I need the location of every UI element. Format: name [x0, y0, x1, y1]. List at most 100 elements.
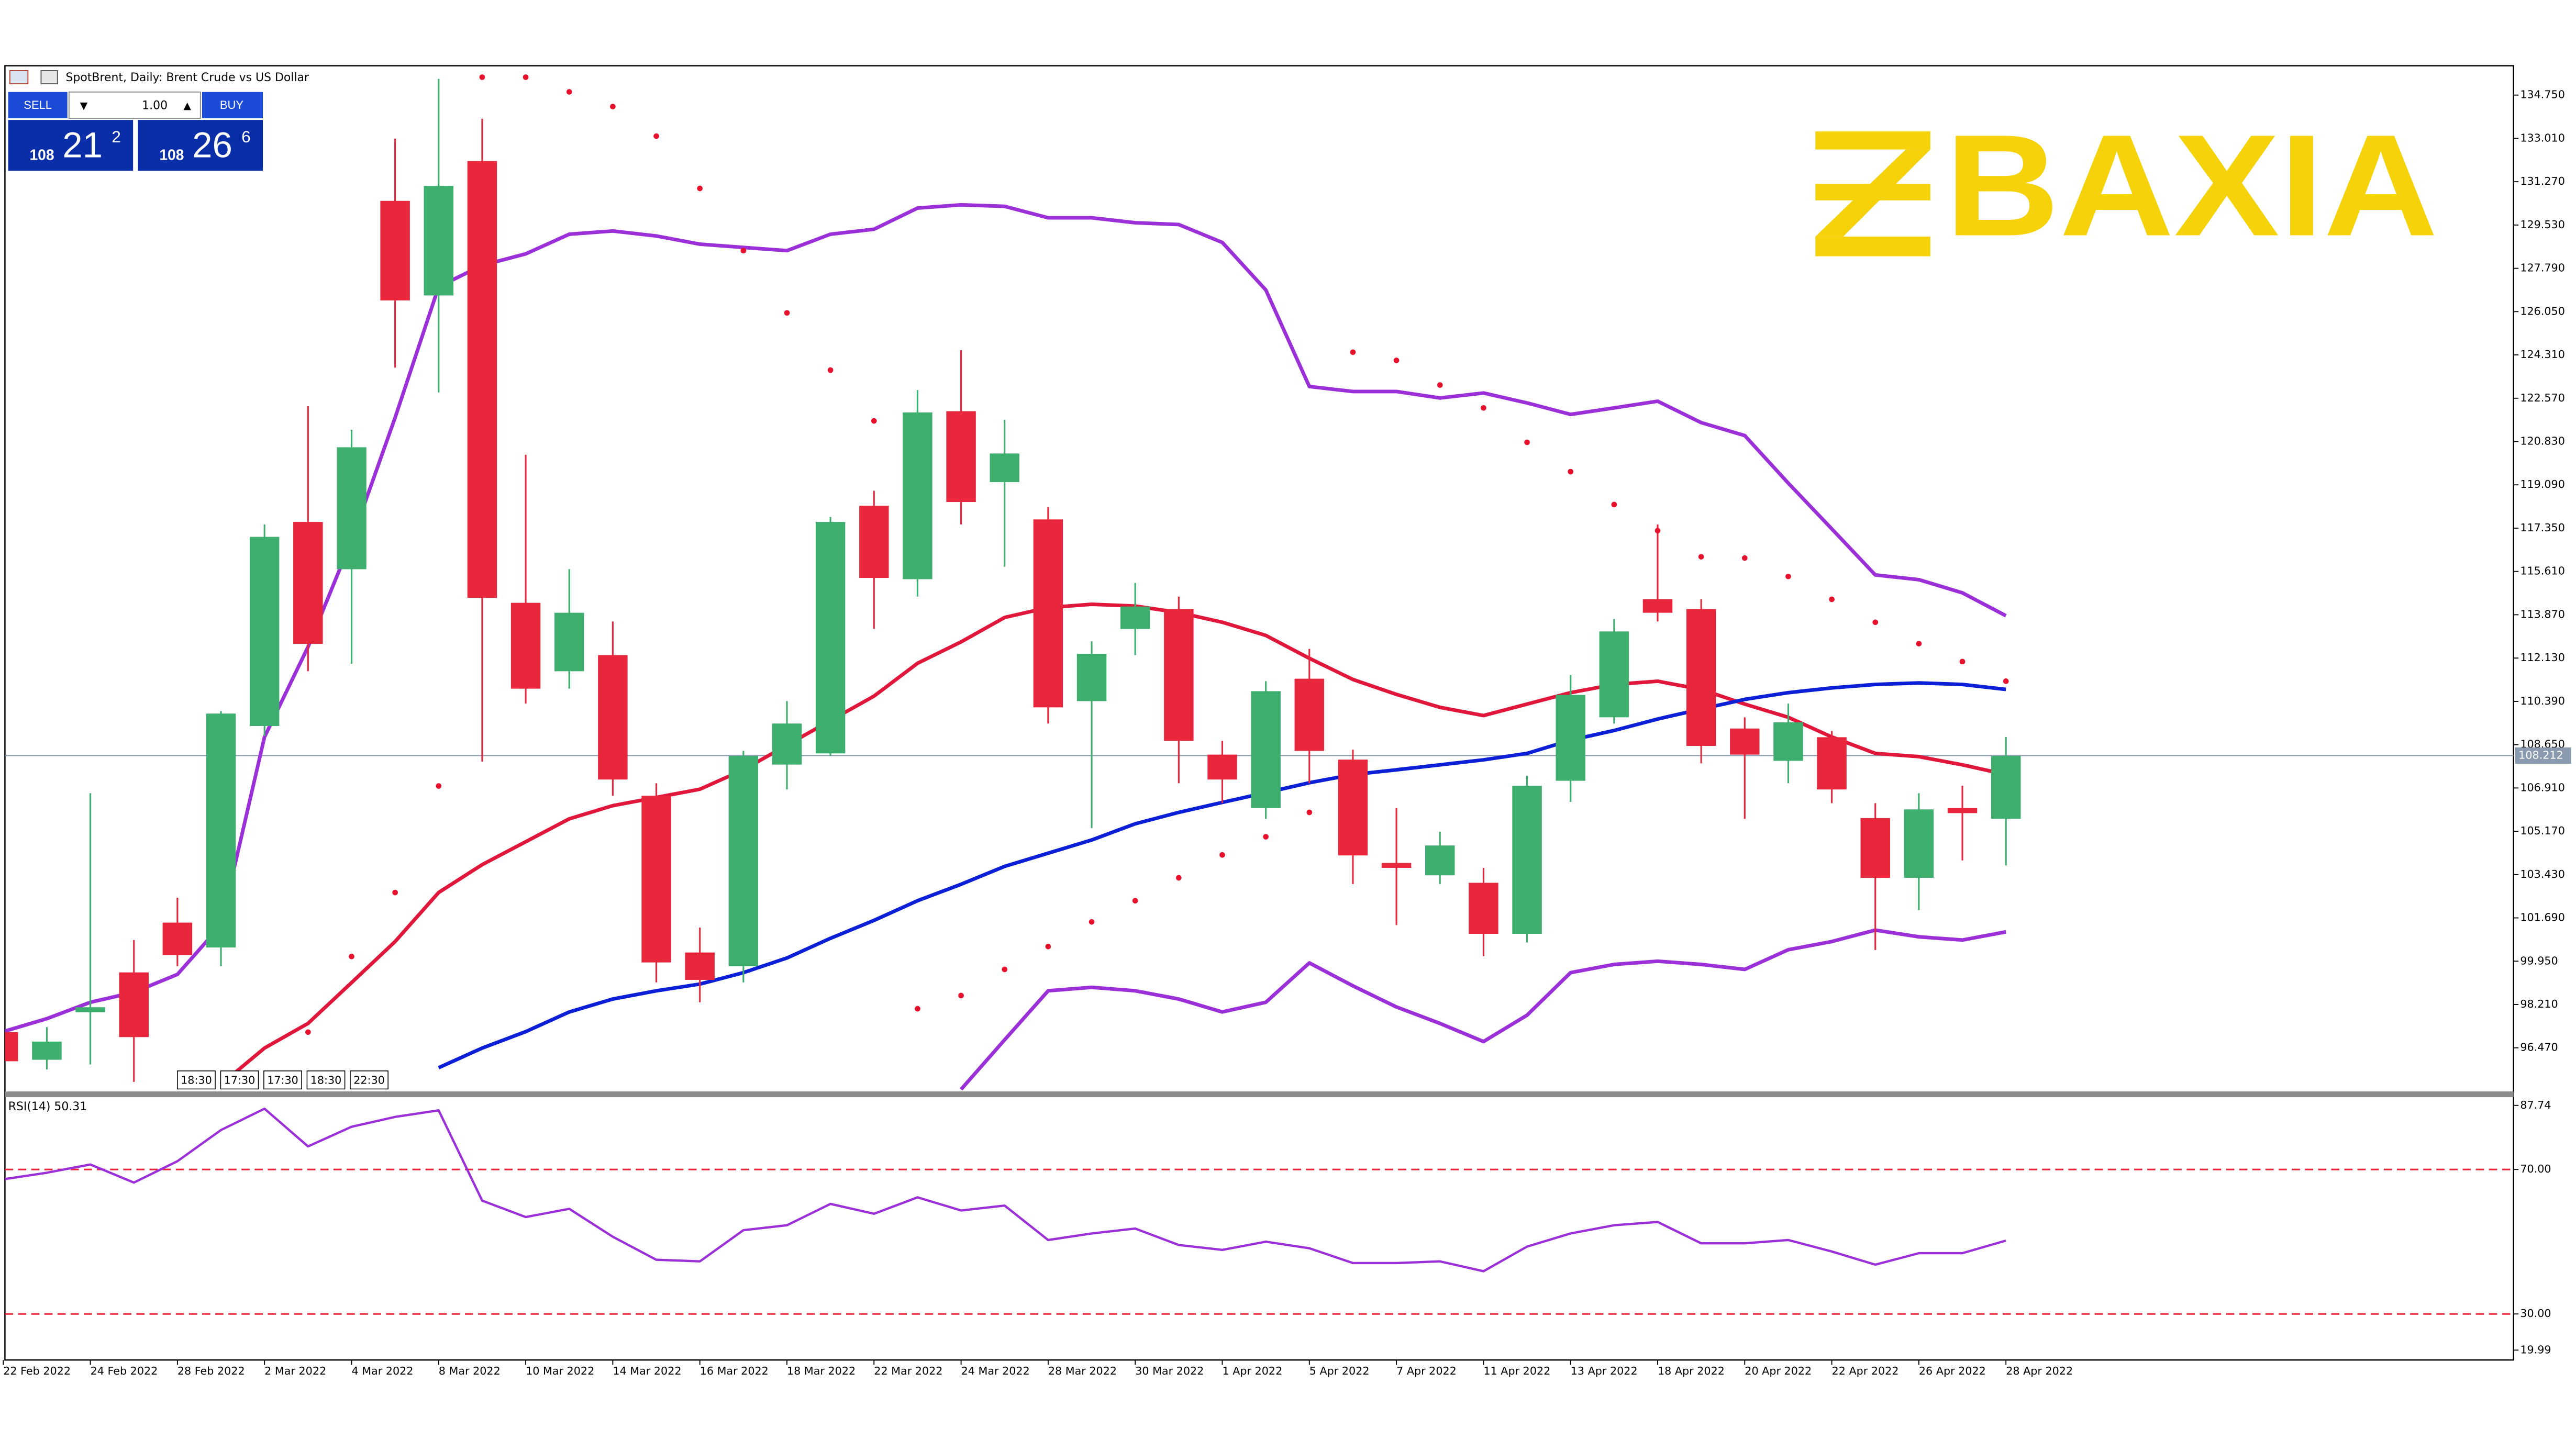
candle-body: [206, 713, 236, 948]
candle-body: [728, 756, 759, 966]
symbol-header: SpotBrent, Daily: Brent Crude vs US Doll…: [9, 70, 309, 85]
candle-body: [424, 186, 454, 296]
sar-dot: [1263, 834, 1269, 840]
candle-body: [1817, 737, 1847, 790]
sar-dot: [1132, 898, 1138, 904]
y-tick-label: 70.00: [2520, 1163, 2551, 1175]
x-tick-label: 11 Apr 2022: [1483, 1365, 1550, 1377]
sar-dot: [1002, 966, 1008, 973]
x-tick-label: 24 Mar 2022: [961, 1365, 1030, 1377]
sar-dot: [1916, 641, 1922, 646]
icon: [9, 70, 29, 85]
buy-price-big: 108: [159, 147, 184, 163]
sar-dot: [827, 367, 834, 373]
arrow-up[interactable]: ▲: [183, 101, 191, 111]
chart-frame: [4, 65, 2515, 1361]
x-tick-label: 30 Mar 2022: [1135, 1365, 1204, 1377]
sar-dot: [1785, 573, 1791, 579]
x-tick-label: 28 Mar 2022: [1048, 1365, 1117, 1377]
sar-dot: [1829, 596, 1835, 602]
candle-body: [598, 655, 628, 780]
x-tick-label: 28 Feb 2022: [177, 1365, 245, 1377]
sar-dot: [1437, 382, 1443, 388]
sar-dot: [305, 1029, 311, 1035]
arrow-down[interactable]: ▼: [80, 101, 88, 111]
candle-body: [1076, 654, 1107, 701]
buy-label: BUY: [220, 98, 243, 111]
candle-body: [641, 796, 671, 963]
time-label-box: [177, 1070, 216, 1090]
indicator-line: [5, 1107, 2006, 1273]
candle-body: [1860, 818, 1890, 878]
y-tick-label: 103.430: [2520, 868, 2565, 880]
time-label-box: [306, 1070, 346, 1090]
y-tick-label: 110.390: [2520, 695, 2565, 707]
y-tick-label: 119.090: [2520, 478, 2565, 490]
candle-body: [1642, 599, 1673, 613]
y-tick-label: 122.570: [2520, 392, 2565, 404]
sar-dot: [392, 889, 398, 896]
volume-value: 1.00: [142, 99, 168, 112]
sar-dot: [871, 418, 877, 424]
candle-body: [467, 161, 497, 598]
sell-price-box[interactable]: [8, 120, 134, 171]
candle-body: [903, 412, 932, 579]
sar-dot: [610, 104, 616, 109]
indicator-line: [5, 203, 2007, 1033]
candle-body: [1294, 678, 1325, 751]
sar-dot: [349, 953, 354, 959]
volume-input[interactable]: [68, 91, 201, 119]
y-tick-label: 99.950: [2520, 954, 2558, 967]
y-tick-label: 101.690: [2520, 911, 2565, 924]
symbol-title: SpotBrent, Daily: Brent Crude vs US Doll…: [66, 71, 309, 84]
x-tick-label: 28 Apr 2022: [2006, 1365, 2073, 1377]
x-tick-label: 16 Mar 2022: [700, 1365, 769, 1377]
x-tick-label: 20 Apr 2022: [1745, 1365, 1812, 1377]
candle-body: [1120, 606, 1150, 629]
candle-body: [1251, 691, 1281, 808]
rsi-label: RSI(14) 50.31: [8, 1100, 87, 1113]
time-label: 22:30: [353, 1074, 385, 1087]
x-tick-label: 7 Apr 2022: [1396, 1365, 1457, 1377]
sell-price-big: 108: [29, 147, 54, 163]
sar-dot: [1219, 852, 1225, 858]
rsi-plot: [5, 1107, 2514, 1315]
y-tick-label: 124.310: [2520, 348, 2565, 361]
x-tick-label: 26 Apr 2022: [1919, 1365, 1986, 1377]
sar-dot: [697, 185, 703, 192]
sar-dot: [1481, 405, 1486, 411]
candle-body: [859, 506, 889, 578]
candle-body: [1381, 863, 1412, 868]
indicator-line: [959, 928, 2006, 1091]
x-tick-label: 18 Apr 2022: [1658, 1365, 1725, 1377]
sar-dot: [958, 992, 964, 999]
y-tick-label: 131.270: [2520, 175, 2565, 187]
sell-button[interactable]: [8, 92, 68, 118]
icon: [40, 70, 58, 85]
buy-price-mid: 26: [192, 125, 232, 165]
sar-dot: [1698, 554, 1704, 560]
x-tick-label: 22 Feb 2022: [3, 1365, 71, 1377]
time-label: 17:30: [224, 1074, 256, 1087]
sar-dot: [1741, 555, 1748, 561]
candle-body: [1207, 754, 1237, 780]
time-label-box: [263, 1070, 302, 1090]
sar-dot: [1959, 658, 1966, 665]
candle-body: [1599, 631, 1629, 718]
candle-body: [337, 447, 367, 570]
buy-price-box[interactable]: [138, 120, 263, 171]
x-tick-label: 24 Feb 2022: [91, 1365, 158, 1377]
candle-body: [554, 612, 584, 672]
trade-panel: SELL ▼ 1.00 ▲ BUY 108 21 2 108 26 6: [8, 91, 263, 171]
y-tick-label: 134.750: [2520, 88, 2565, 101]
panel-separator: [5, 1091, 2514, 1098]
sar-dot: [1306, 809, 1313, 816]
sar-dot: [653, 133, 659, 139]
candle-body: [249, 537, 280, 726]
buy-button[interactable]: [202, 92, 263, 118]
sar-dot: [566, 89, 572, 95]
sar-dot: [436, 783, 442, 789]
y-tick-label: 115.610: [2520, 565, 2565, 577]
sar-dot: [1089, 919, 1095, 925]
